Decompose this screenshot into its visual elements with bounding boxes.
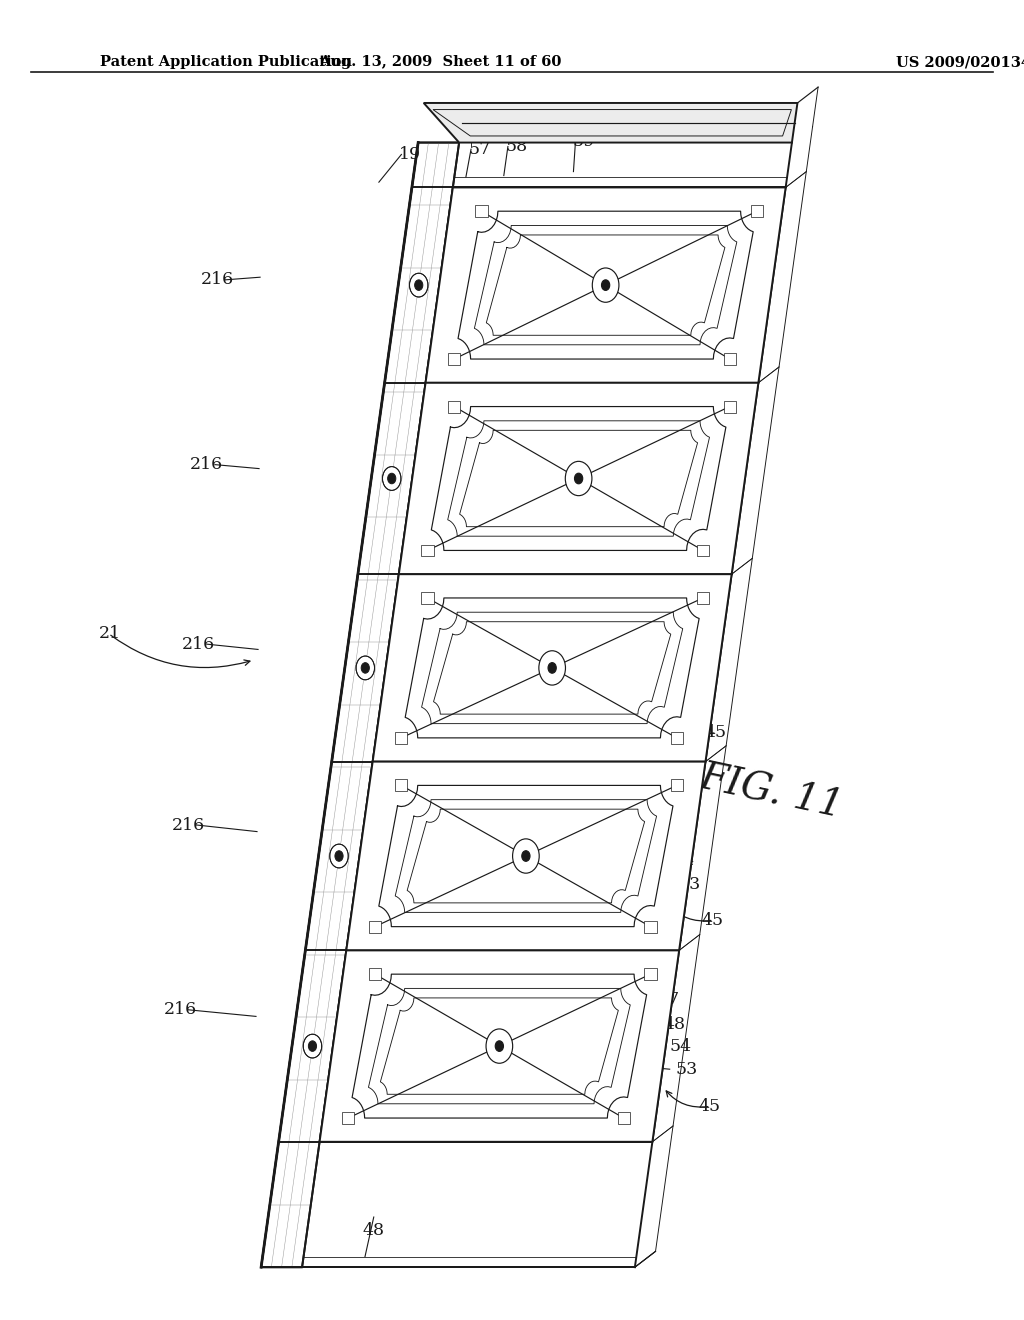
Text: 45: 45 <box>698 1098 721 1114</box>
Polygon shape <box>398 383 759 574</box>
Text: 53: 53 <box>688 317 711 333</box>
Text: 58: 58 <box>505 139 527 154</box>
Text: 57: 57 <box>657 991 680 1007</box>
Polygon shape <box>671 731 683 743</box>
Circle shape <box>539 651 565 685</box>
Text: 48: 48 <box>362 1222 385 1238</box>
Circle shape <box>356 656 375 680</box>
Circle shape <box>308 1040 316 1051</box>
Text: Aug. 13, 2009  Sheet 11 of 60: Aug. 13, 2009 Sheet 11 of 60 <box>319 55 561 70</box>
Text: 55: 55 <box>660 412 683 428</box>
Text: 53: 53 <box>679 876 701 892</box>
Text: 54: 54 <box>679 480 701 496</box>
Polygon shape <box>426 187 785 383</box>
Text: 19: 19 <box>398 147 421 162</box>
Text: 55: 55 <box>651 973 674 989</box>
Polygon shape <box>373 574 731 762</box>
Polygon shape <box>751 206 763 216</box>
Text: 48: 48 <box>673 457 694 473</box>
Circle shape <box>486 1030 513 1064</box>
Text: 53: 53 <box>682 689 705 705</box>
Text: 48: 48 <box>664 1016 685 1032</box>
Polygon shape <box>424 103 798 143</box>
Text: 57: 57 <box>660 805 683 821</box>
Text: 45: 45 <box>705 725 727 741</box>
Circle shape <box>361 663 370 673</box>
Circle shape <box>410 273 428 297</box>
Polygon shape <box>671 779 683 791</box>
Polygon shape <box>475 206 487 216</box>
Text: 45: 45 <box>701 912 724 928</box>
Text: 53: 53 <box>685 503 708 519</box>
Circle shape <box>388 474 396 484</box>
Polygon shape <box>449 354 461 364</box>
Text: 21: 21 <box>98 626 121 642</box>
Text: 55: 55 <box>654 787 677 803</box>
Polygon shape <box>395 779 408 791</box>
Polygon shape <box>617 1111 630 1125</box>
Text: 45: 45 <box>712 354 734 370</box>
Text: Patent Application Publication: Patent Application Publication <box>100 55 352 70</box>
Polygon shape <box>449 401 461 412</box>
Text: 54: 54 <box>682 293 705 309</box>
Text: 216: 216 <box>201 272 233 288</box>
Text: 45: 45 <box>709 539 731 554</box>
Circle shape <box>513 840 540 874</box>
Circle shape <box>330 845 348 869</box>
Polygon shape <box>696 545 709 557</box>
Text: FIG. 11: FIG. 11 <box>696 759 847 825</box>
Circle shape <box>574 474 583 484</box>
Text: 48: 48 <box>667 830 688 846</box>
Text: 54: 54 <box>670 1039 692 1055</box>
Circle shape <box>522 851 530 861</box>
Text: US 2009/0201348 A1: US 2009/0201348 A1 <box>896 55 1024 70</box>
Text: 57: 57 <box>468 141 490 157</box>
Circle shape <box>548 663 556 673</box>
Circle shape <box>496 1040 504 1051</box>
Circle shape <box>303 1035 322 1059</box>
Text: 216: 216 <box>172 817 205 833</box>
Polygon shape <box>346 762 706 950</box>
Polygon shape <box>696 593 709 605</box>
Text: 55: 55 <box>664 223 686 239</box>
Circle shape <box>592 268 618 302</box>
Text: 57: 57 <box>670 243 692 259</box>
Text: 54: 54 <box>676 665 698 681</box>
Text: 57: 57 <box>664 618 686 634</box>
Text: 57: 57 <box>667 432 689 447</box>
Text: 216: 216 <box>164 1002 197 1018</box>
Text: 48: 48 <box>670 643 691 659</box>
Text: 54: 54 <box>673 853 695 869</box>
Polygon shape <box>724 401 736 412</box>
Text: 59: 59 <box>572 133 595 149</box>
Circle shape <box>335 851 343 861</box>
Polygon shape <box>369 921 381 932</box>
Polygon shape <box>644 969 656 979</box>
Text: 216: 216 <box>190 457 223 473</box>
Text: 53: 53 <box>676 1061 698 1077</box>
Polygon shape <box>724 354 736 364</box>
Polygon shape <box>369 969 381 979</box>
Polygon shape <box>342 1111 354 1125</box>
Polygon shape <box>319 950 679 1142</box>
Text: 55: 55 <box>657 599 680 615</box>
Circle shape <box>415 280 423 290</box>
Polygon shape <box>261 143 459 1267</box>
Text: 48: 48 <box>676 269 697 285</box>
Text: 216: 216 <box>182 636 215 652</box>
Polygon shape <box>422 593 434 605</box>
Circle shape <box>565 462 592 496</box>
Polygon shape <box>395 731 408 743</box>
Circle shape <box>383 467 401 491</box>
Polygon shape <box>422 545 434 557</box>
Circle shape <box>601 280 609 290</box>
Polygon shape <box>644 921 656 932</box>
